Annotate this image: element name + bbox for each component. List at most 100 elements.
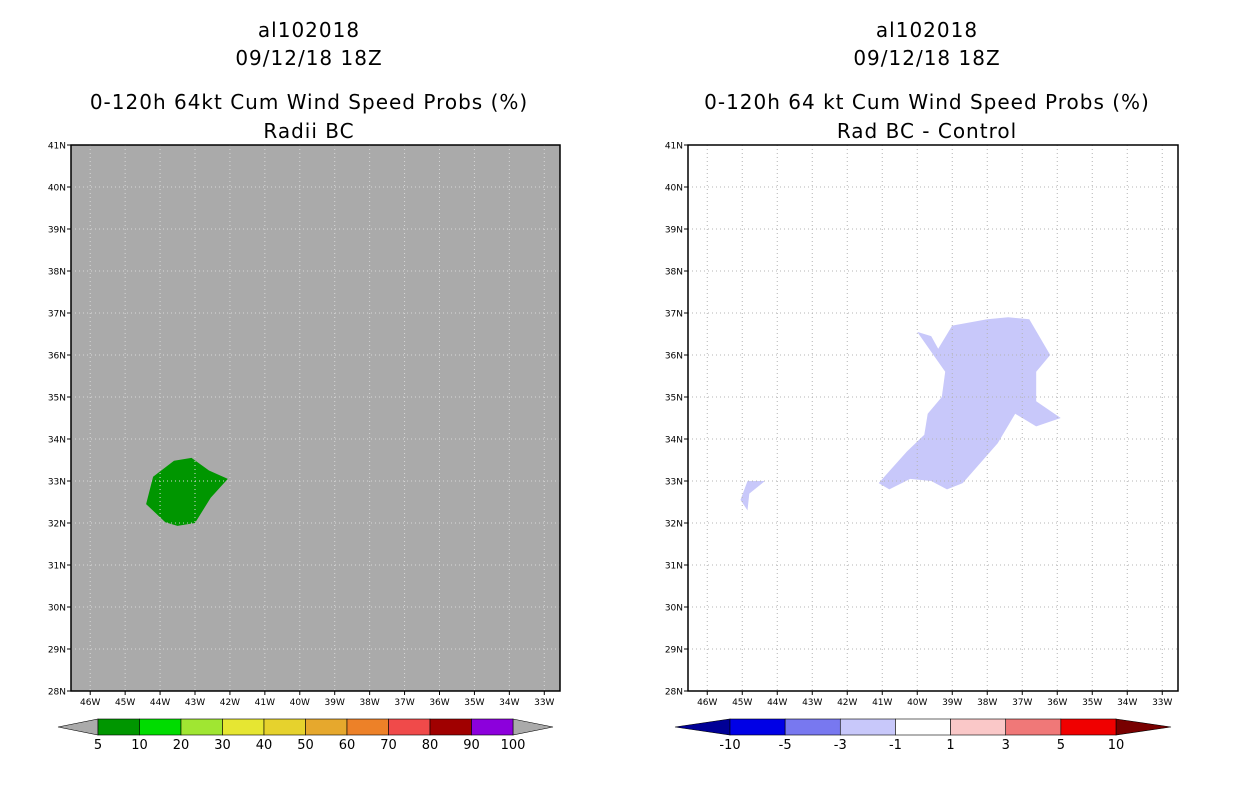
lon-label: 40W (290, 698, 310, 708)
lon-label: 38W (977, 698, 997, 708)
lon-label: 42W (837, 698, 857, 708)
lon-label: 36W (1047, 698, 1067, 708)
colorbar-swatch (388, 718, 431, 736)
panel-title-storm-id: al102018 (257, 18, 361, 42)
colorbar-swatch (895, 718, 951, 736)
lon-label: 45W (732, 698, 752, 708)
lat-label: 29N (665, 646, 683, 656)
colorbar-swatch (784, 718, 841, 736)
lat-label: 31N (48, 562, 66, 572)
lon-label: 41W (872, 698, 892, 708)
lon-label: 44W (150, 698, 170, 708)
colorbar-label: 10 (131, 738, 148, 753)
lat-label: 35N (665, 394, 683, 404)
panel-left: al102018 09/12/18 18Z 0-120h 64kt Cum Wi… (48, 18, 561, 753)
lat-label: 41N (48, 142, 66, 152)
colorbar-swatch (1060, 718, 1117, 736)
lon-label: 33W (534, 698, 554, 708)
lon-label: 39W (325, 698, 345, 708)
panel-right: al102018 09/12/18 18Z 0-120h 64 kt Cum W… (618, 0, 1236, 800)
colorbar-swatch (139, 718, 182, 736)
lon-label: 40W (907, 698, 927, 708)
lat-label: 37N (665, 310, 683, 320)
lat-label: 30N (48, 604, 66, 614)
lon-label: 37W (394, 698, 414, 708)
lon-label: 36W (429, 698, 449, 708)
lat-label: 29N (48, 646, 66, 656)
lon-label: 35W (464, 698, 484, 708)
lat-label: 40N (48, 184, 66, 194)
lat-label: 41N (665, 142, 683, 152)
colorbar-label: 40 (256, 738, 273, 753)
lat-label: 28N (48, 688, 66, 698)
colorbar-label: 5 (1057, 738, 1065, 753)
colorbar-label: -1 (889, 738, 902, 753)
lat-label: 39N (48, 226, 66, 236)
colorbar-swatch (429, 718, 472, 736)
colorbar-label: 30 (214, 738, 231, 753)
lon-label: 46W (80, 698, 100, 708)
panel-title-storm-id: al102018 (875, 18, 979, 42)
colorbar-label: -5 (779, 738, 792, 753)
colorbar-swatch (1005, 718, 1062, 736)
lat-label: 34N (48, 436, 66, 446)
colorbar-low-arrow (57, 718, 99, 736)
lon-label: 33W (1152, 698, 1172, 708)
lon-label: 34W (499, 698, 519, 708)
colorbar-swatch (839, 718, 896, 736)
colorbar-label: -10 (719, 738, 740, 753)
probability-region (740, 481, 765, 511)
lon-label: 37W (1012, 698, 1032, 708)
lon-label: 43W (185, 698, 205, 708)
colorbar-label: 5 (94, 738, 102, 753)
colorbar-label: 1 (946, 738, 954, 753)
lon-label: 46W (697, 698, 717, 708)
colorbar-label: 3 (1002, 738, 1010, 753)
colorbar-label: 90 (463, 738, 480, 753)
colorbar-swatch (346, 718, 389, 736)
colorbar-low-arrow (674, 718, 731, 736)
colorbar-swatch (471, 718, 514, 736)
lon-label: 43W (802, 698, 822, 708)
colorbar-label: 60 (339, 738, 356, 753)
panel-title-datetime: 09/12/18 18Z (853, 46, 1001, 70)
colorbar-label: 50 (297, 738, 314, 753)
lat-label: 28N (665, 688, 683, 698)
map-frame (687, 144, 1179, 692)
lat-label: 35N (48, 394, 66, 404)
lat-label: 33N (48, 478, 66, 488)
probability-region (146, 457, 228, 526)
colorbar-swatch (263, 718, 306, 736)
panel-title-product: 0-120h 64kt Cum Wind Speed Probs (%) (89, 90, 529, 114)
lon-label: 35W (1082, 698, 1102, 708)
colorbar-swatch (180, 718, 223, 736)
lon-label: 34W (1117, 698, 1137, 708)
lat-label: 31N (665, 562, 683, 572)
map-background (71, 145, 560, 691)
map-right: 41N 40N 39N 38N 37N 36N 35N 34N 33N 32N 31N 30N 29N 2… (665, 142, 1179, 753)
colorbar-label: 70 (380, 738, 397, 753)
lat-label: 32N (48, 520, 66, 530)
lat-label: 30N (665, 604, 683, 614)
panel-title-subtitle: Radii BC (263, 119, 355, 143)
lon-label: 39W (942, 698, 962, 708)
colorbar-swatch (305, 718, 348, 736)
lat-label: 32N (665, 520, 683, 530)
colorbar-swatch (97, 718, 140, 736)
lat-label: 40N (665, 184, 683, 194)
colorbar-label: 10 (1108, 738, 1125, 753)
colorbar-high-arrow (512, 718, 554, 736)
lat-label: 36N (48, 352, 66, 362)
colorbar-swatch (950, 718, 1007, 736)
colorbar-swatch (222, 718, 265, 736)
colorbar-high-arrow (1115, 718, 1172, 736)
lon-label: 42W (220, 698, 240, 708)
colorbar-label: 100 (501, 738, 526, 753)
probability-region (878, 317, 1061, 490)
colorbar-label: 80 (422, 738, 439, 753)
lat-label: 38N (665, 268, 683, 278)
panel-title-subtitle: Rad BC - Control (836, 119, 1018, 143)
lon-label: 38W (359, 698, 379, 708)
lon-label: 44W (767, 698, 787, 708)
lat-label: 36N (665, 352, 683, 362)
